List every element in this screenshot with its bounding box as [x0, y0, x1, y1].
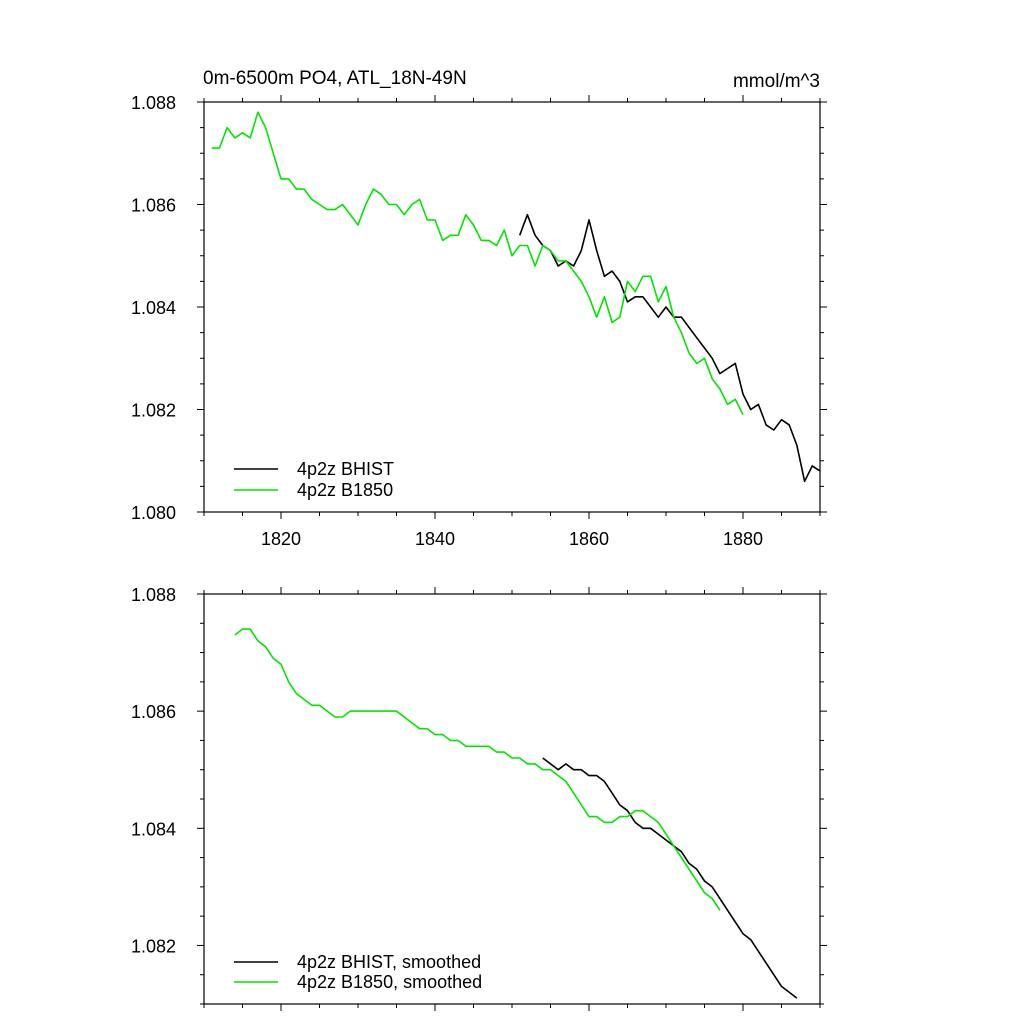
- top-series-line-bhist: [518, 213, 821, 483]
- top-panel: 0m-6500m PO4, ATL_18N-49N mmol/m^3 1820 1…: [131, 68, 827, 549]
- top-x-tick-label: 1840: [415, 529, 455, 549]
- top-series: [211, 111, 821, 483]
- bottom-y-tick-label: 1.084: [131, 819, 176, 839]
- top-x-tick-label: 1880: [723, 529, 763, 549]
- top-legend-label-b1850: 4p2z B1850: [297, 480, 393, 500]
- top-y-tick-label: 1.086: [131, 196, 176, 216]
- top-x-tick-label: 1820: [261, 529, 301, 549]
- bottom-y-tick-label: 1.082: [131, 936, 176, 956]
- bottom-series: [234, 628, 798, 999]
- bottom-plot-frame: [203, 593, 821, 1005]
- bottom-y-tick-label: 1.086: [131, 702, 176, 722]
- top-chart-units: mmol/m^3: [733, 71, 820, 92]
- top-y-tick-label: 1.082: [131, 401, 176, 421]
- top-y-tick-label: 1.080: [131, 503, 176, 523]
- bottom-legend-label-b1850: 4p2z B1850, smoothed: [297, 972, 482, 992]
- bottom-legend: 4p2z BHIST, smoothed 4p2z B1850, smoothe…: [234, 952, 482, 992]
- top-y-tick-label: 1.088: [131, 93, 176, 113]
- bottom-legend-label-bhist: 4p2z BHIST, smoothed: [297, 952, 481, 972]
- top-x-tick-label: 1860: [569, 529, 609, 549]
- top-y-tick-label: 1.084: [131, 298, 176, 318]
- top-tick-labels: 1820 1840 1860 1880 1.080 1.082 1.084 1.086 1.08…: [131, 93, 763, 549]
- bottom-ticks: [197, 587, 827, 1011]
- top-series-line-b1850: [211, 111, 744, 415]
- bottom-series-line-bhist: [542, 757, 798, 999]
- bottom-panel: 1.082 1.084 1.086 1.088 4p2z BHIST, smoothe…: [131, 585, 827, 1011]
- top-chart-title: 0m-6500m PO4, ATL_18N-49N: [203, 68, 467, 89]
- top-plot-frame: [203, 101, 821, 513]
- top-legend-label-bhist: 4p2z BHIST: [297, 459, 394, 479]
- bottom-y-tick-label: 1.088: [131, 585, 176, 605]
- top-legend: 4p2z BHIST 4p2z B1850: [234, 459, 394, 500]
- top-ticks: [197, 95, 827, 519]
- bottom-tick-labels: 1.082 1.084 1.086 1.088: [131, 585, 176, 956]
- bottom-series-line-b1850: [234, 628, 721, 911]
